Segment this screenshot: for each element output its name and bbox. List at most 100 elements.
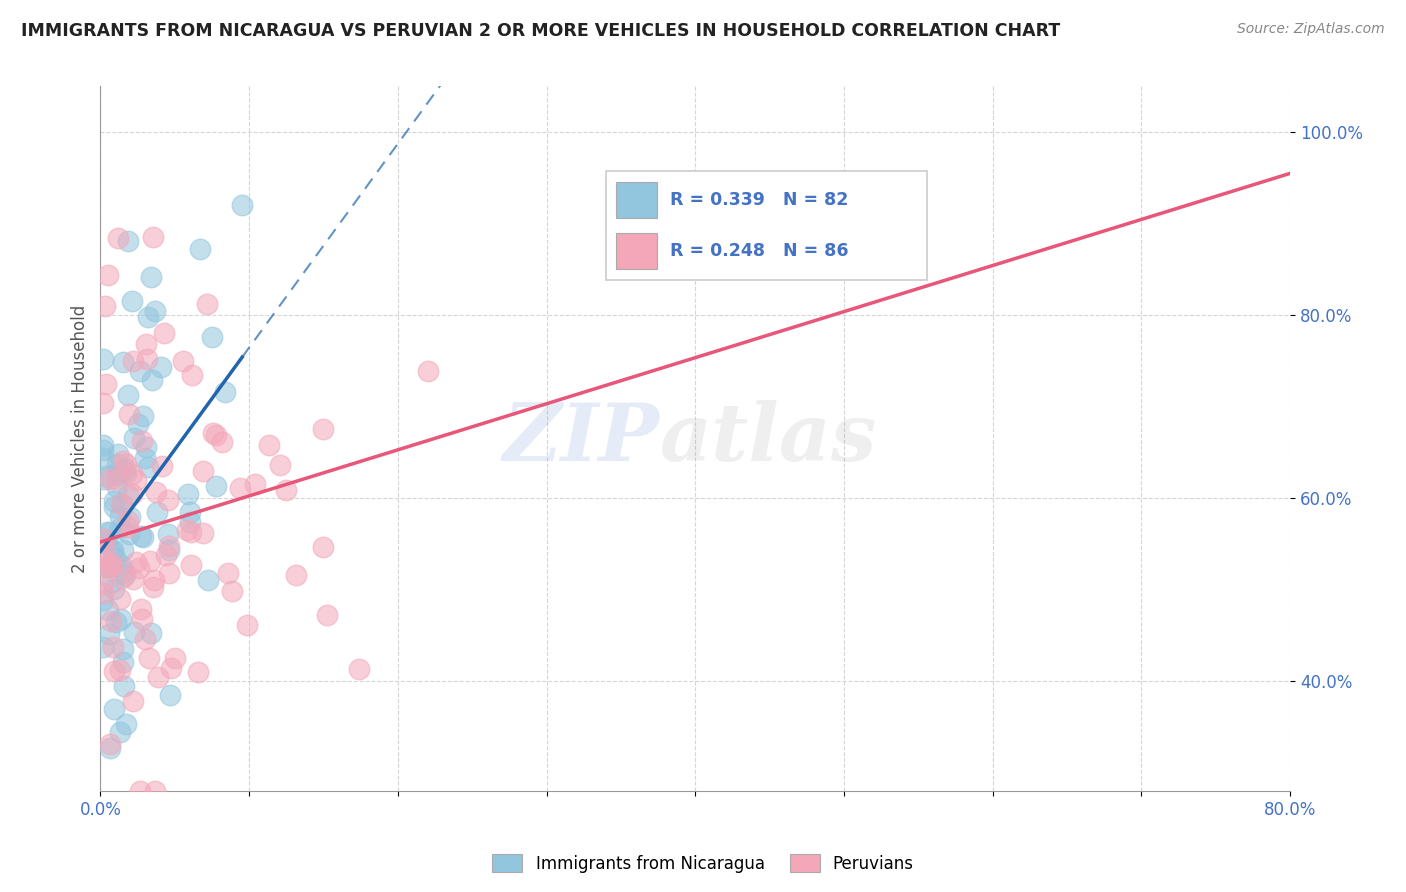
Point [172, 354, 194, 368]
Point [105, 615, 128, 629]
Point [155, 548, 177, 562]
Point [117, 388, 139, 402]
Point [94, 560, 117, 574]
Point [91, 577, 114, 591]
Point [100, 559, 122, 574]
Point [177, 487, 200, 501]
Point [180, 558, 202, 573]
Point [205, 428, 228, 442]
Point [103, 702, 125, 716]
Point [94, 377, 117, 392]
Point [97, 268, 120, 282]
Point [108, 591, 131, 606]
Point [91, 551, 114, 566]
Point [91, 592, 114, 607]
Point [312, 540, 335, 554]
Point [110, 663, 132, 677]
Text: Source: ZipAtlas.com: Source: ZipAtlas.com [1237, 22, 1385, 37]
Point [236, 618, 259, 632]
Point [103, 500, 125, 514]
Point [91, 450, 114, 465]
Point [138, 651, 160, 665]
Point [176, 523, 198, 537]
Point [94, 469, 117, 483]
Point [181, 368, 204, 383]
Point [117, 235, 139, 249]
Point [276, 483, 298, 497]
Point [93, 472, 115, 486]
Point [110, 558, 132, 572]
Point [121, 487, 143, 501]
Point [112, 463, 135, 477]
Point [118, 527, 141, 541]
Point [146, 670, 169, 684]
Point [117, 488, 139, 502]
Point [135, 337, 157, 351]
Point [110, 725, 132, 739]
Point [111, 355, 134, 369]
Point [105, 457, 128, 471]
Point [115, 466, 138, 480]
Point [315, 607, 337, 622]
Point [91, 395, 114, 409]
Point [101, 557, 124, 571]
Point [136, 310, 159, 324]
Point [105, 472, 128, 486]
Point [128, 561, 150, 575]
Point [257, 438, 280, 452]
Point [91, 640, 114, 655]
Point [108, 509, 131, 524]
Y-axis label: 2 or more Vehicles in Household: 2 or more Vehicles in Household [72, 305, 89, 573]
Point [114, 461, 136, 475]
Point [160, 661, 183, 675]
Point [94, 542, 117, 557]
Point [150, 458, 173, 473]
Point [139, 270, 162, 285]
Point [105, 480, 128, 494]
Point [127, 417, 149, 431]
Point [139, 554, 162, 568]
Point [114, 567, 136, 582]
Point [214, 385, 236, 400]
Point [231, 197, 253, 211]
Point [349, 661, 371, 675]
Point [101, 544, 124, 558]
Point [157, 539, 180, 553]
Point [145, 505, 167, 519]
Point [115, 457, 138, 471]
Legend: Immigrants from Nicaragua, Peruvians: Immigrants from Nicaragua, Peruvians [485, 847, 921, 880]
Point [245, 476, 267, 491]
Point [143, 784, 166, 798]
Point [97, 603, 120, 617]
Point [111, 571, 134, 585]
Point [131, 529, 153, 543]
Point [100, 737, 122, 751]
Point [96, 524, 118, 539]
Point [135, 351, 157, 366]
Point [129, 364, 152, 378]
Point [229, 481, 252, 495]
Point [217, 566, 239, 580]
Point [156, 526, 179, 541]
Point [110, 521, 132, 535]
Point [122, 625, 145, 640]
Point [111, 497, 134, 511]
Point [91, 586, 114, 600]
Point [114, 679, 136, 693]
Point [104, 551, 127, 566]
Point [121, 694, 143, 708]
Point [107, 465, 129, 479]
Point [103, 493, 125, 508]
Point [188, 242, 211, 256]
Point [118, 407, 141, 421]
Point [141, 373, 163, 387]
Point [117, 514, 139, 528]
Point [101, 543, 124, 558]
Point [98, 524, 121, 539]
Point [149, 360, 172, 375]
Point [112, 641, 135, 656]
Point [165, 651, 187, 665]
Point [418, 364, 440, 378]
Point [191, 464, 214, 478]
Point [187, 665, 209, 679]
